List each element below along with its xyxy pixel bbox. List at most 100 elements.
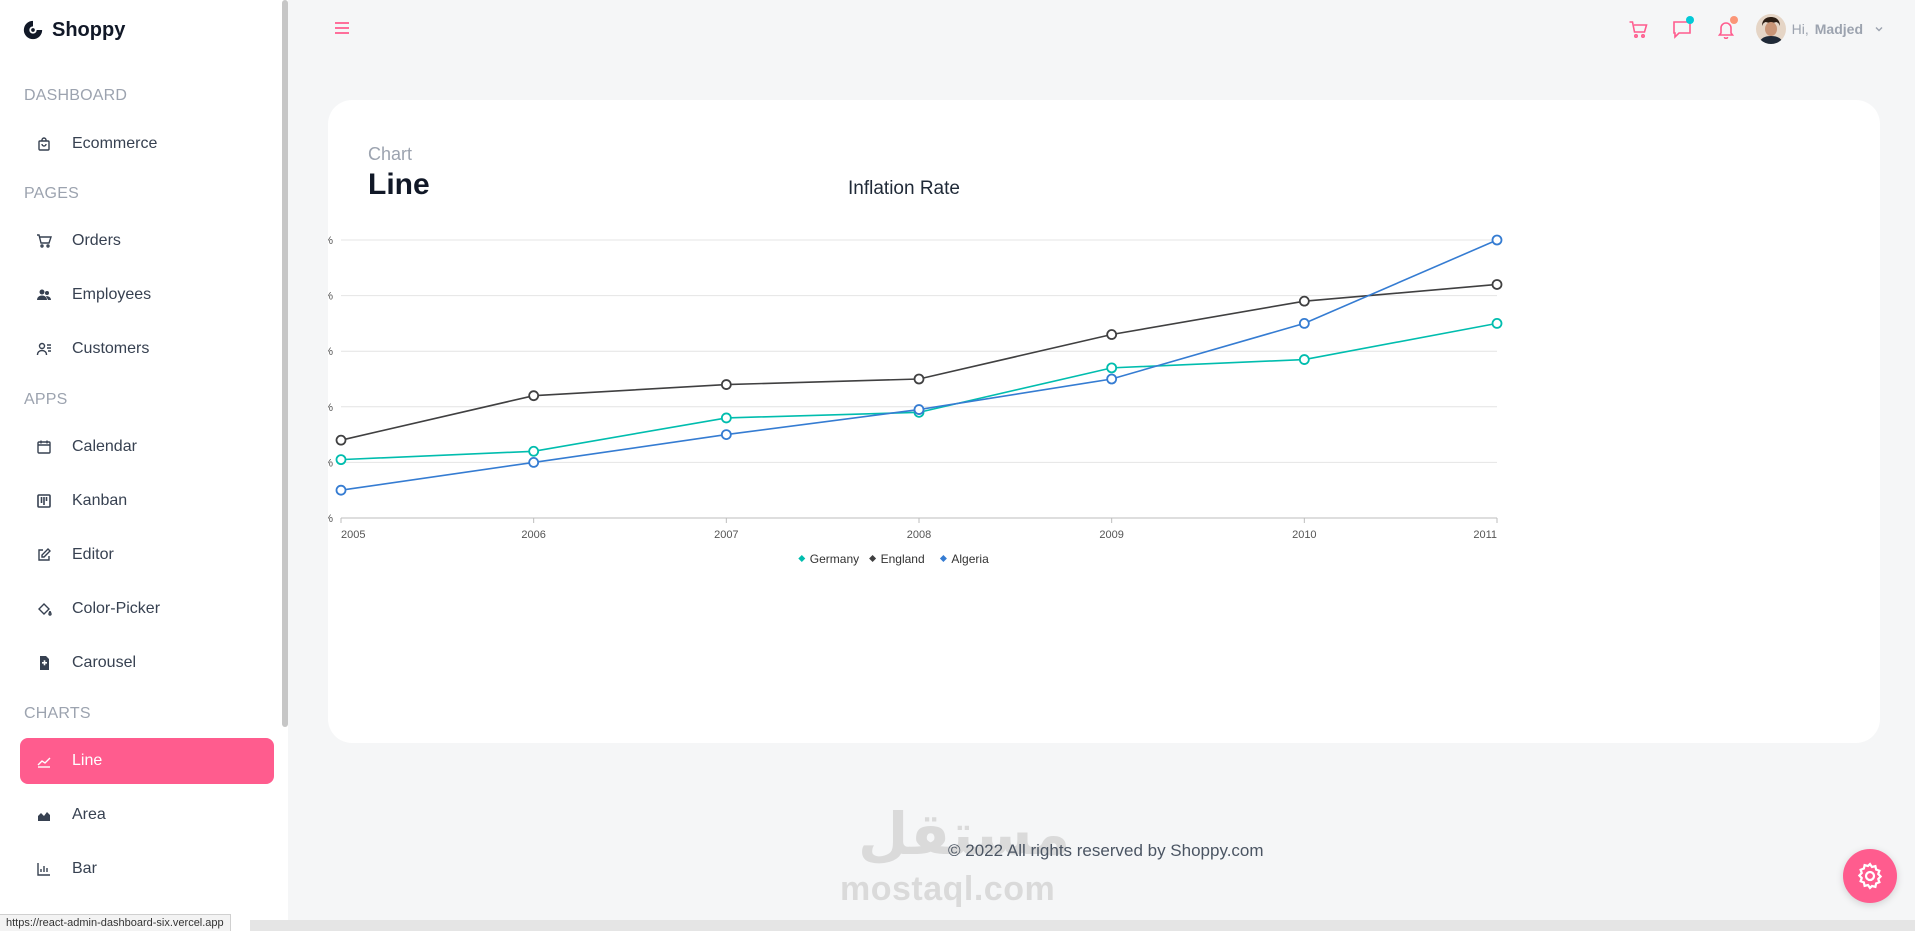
line-chart: Inflation Rate 0% 20% 40% 60% 80% 100% 2005 2006… [328, 178, 1503, 566]
chevron-down-icon [1875, 27, 1883, 32]
user-profile-button[interactable]: Hi, Madjed [1755, 14, 1885, 44]
data-point-algeria [528, 456, 540, 468]
footer-copyright: © 2022 All rights reserved by Shoppy.com [948, 841, 1264, 860]
menu-toggle-button[interactable] [332, 18, 352, 38]
legend-marker [869, 555, 877, 562]
section-title-apps: APPS [24, 391, 68, 408]
area-chart-icon [36, 807, 52, 823]
data-point-germany [1491, 317, 1503, 329]
topbar-actions: Hi, Madjed [1616, 12, 1885, 46]
kanban-icon [36, 493, 52, 509]
legend-label: Germany [810, 552, 859, 566]
chart-title: Inflation Rate [848, 178, 960, 199]
sidebar-item-orders[interactable]: Orders [20, 218, 274, 264]
sidebar-item-label: Kanban [72, 492, 128, 509]
sidebar-item-carousel[interactable]: Carousel [20, 640, 274, 686]
watermark-latin-text: mostaql.com [840, 870, 1056, 908]
bell-notification-dot [1729, 16, 1738, 24]
legend-marker [798, 555, 806, 562]
data-point-england [528, 390, 540, 402]
legend-item-england: England [869, 552, 925, 566]
watermark-arabic-text: مستقل [858, 800, 1071, 868]
avatar [1755, 14, 1786, 44]
x-tick-label: 2006 [521, 529, 545, 541]
x-tick-label: 2009 [1099, 529, 1123, 541]
sidebar-item-bar[interactable]: Bar [20, 846, 274, 892]
data-point-england [720, 379, 732, 390]
horizontal-scrollbar[interactable] [250, 920, 1915, 931]
sidebar-item-calendar[interactable]: Calendar [20, 424, 274, 470]
cart-icon [36, 233, 52, 249]
theme-settings-button[interactable] [1843, 849, 1897, 903]
data-point-england [913, 373, 925, 385]
legend-item-germany: Germany [798, 552, 859, 566]
brand-name: Shoppy [52, 18, 126, 41]
sidebar-item-area[interactable]: Area [20, 792, 274, 838]
sidebar-item-label: Line [72, 752, 103, 769]
data-point-algeria [335, 484, 347, 496]
user-name: Madjed [1814, 21, 1863, 37]
data-point-england [1491, 279, 1503, 290]
page-subtitle: Chart [368, 144, 413, 164]
legend-marker [939, 555, 947, 562]
chat-notification-dot [1685, 16, 1694, 24]
data-point-germany [1298, 354, 1310, 365]
hamburger-icon [335, 22, 349, 34]
y-tick-label: 80% [328, 291, 333, 303]
brand-logo-link[interactable]: Shoppy [22, 17, 125, 43]
x-tick-label: 2007 [714, 529, 738, 541]
legend-label: England [881, 552, 925, 566]
bell-icon [1717, 22, 1734, 39]
data-point-england [335, 434, 347, 446]
data-point-england [1106, 329, 1118, 340]
y-tick-label: 40% [328, 402, 333, 414]
sidebar-item-label: Carousel [72, 654, 137, 671]
calendar-icon [36, 439, 52, 455]
edit-icon [36, 547, 52, 563]
notification-button[interactable] [1704, 12, 1748, 46]
cart-icon [1629, 21, 1648, 39]
sidebar-item-label: Editor [72, 546, 114, 563]
data-point-algeria [1491, 234, 1503, 246]
gear-icon [1857, 862, 1883, 890]
chat-button[interactable] [1660, 12, 1704, 46]
data-point-algeria [720, 429, 732, 441]
sidebar-item-label: Orders [72, 232, 121, 249]
line-chart-icon [36, 753, 52, 769]
sidebar-item-color-picker[interactable]: Color-Picker [20, 586, 274, 632]
y-tick-label: 20% [328, 457, 333, 469]
data-point-germany [528, 445, 540, 457]
legend-item-algeria: Algeria [939, 552, 989, 566]
cart-button[interactable] [1616, 12, 1660, 46]
paint-bucket-icon [36, 601, 52, 617]
status-bar-url: https://react-admin-dashboard-six.vercel… [0, 914, 231, 931]
sidebar-item-line[interactable]: Line [20, 738, 274, 784]
sidebar-item-label: Employees [72, 286, 152, 303]
y-tick-label: 100% [328, 235, 333, 247]
section-title-dashboard: DASHBOARD [24, 87, 128, 104]
section-title-pages: PAGES [24, 185, 79, 202]
data-point-germany [1106, 362, 1118, 374]
sidebar-item-ecommerce[interactable]: Ecommerce [20, 121, 274, 167]
sidebar-item-label: Customers [72, 340, 150, 357]
section-title-charts: CHARTS [24, 705, 91, 722]
sidebar-item-label: Bar [72, 860, 97, 877]
shopping-bag-icon [36, 136, 52, 152]
sidebar-item-customers[interactable]: Customers [20, 326, 274, 372]
sidebar-item-editor[interactable]: Editor [20, 532, 274, 578]
sidebar-item-label: Ecommerce [72, 135, 158, 152]
y-tick-label: 0% [328, 513, 333, 525]
sidebar-item-kanban[interactable]: Kanban [20, 478, 274, 524]
x-tick-label: 2008 [907, 529, 931, 541]
x-tick-label: 2010 [1292, 529, 1316, 541]
sidebar-item-employees[interactable]: Employees [20, 272, 274, 318]
carousel-icon [36, 655, 52, 671]
sidebar-scrollbar[interactable] [282, 0, 288, 727]
sidebar-item-label: Area [72, 806, 106, 823]
sidebar-item-label: Color-Picker [72, 600, 161, 617]
x-tick-label: 2005 [341, 529, 365, 541]
bar-chart-icon [36, 861, 52, 877]
data-point-england [1298, 295, 1310, 307]
legend-label: Algeria [951, 552, 989, 566]
data-point-algeria [1106, 373, 1118, 385]
